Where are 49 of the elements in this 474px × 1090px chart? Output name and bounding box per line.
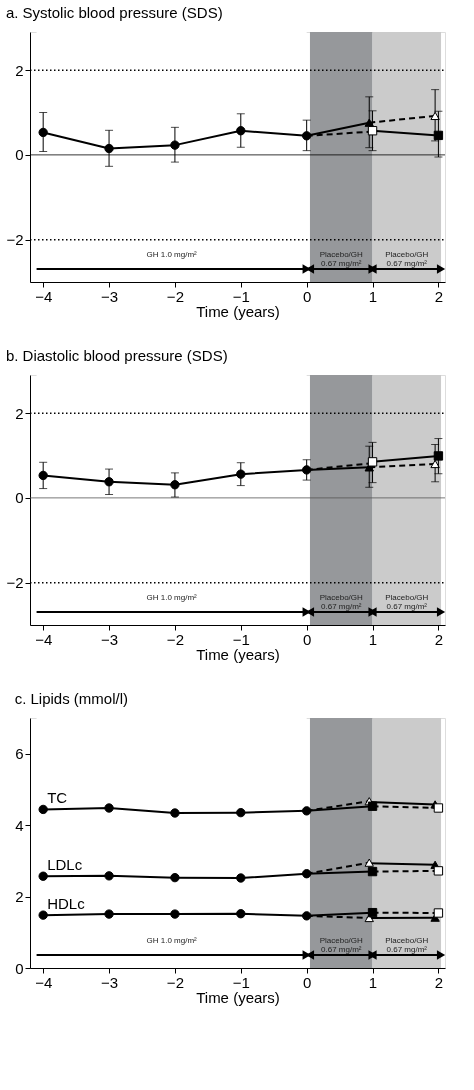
chart-title: a. Systolic blood pressure (SDS): [5, 4, 223, 22]
x-tick-label: 0: [302, 630, 312, 648]
x-tick-label: 1: [368, 287, 378, 305]
x-axis-title: Time (years): [196, 988, 280, 1006]
y-tick-label: 0: [15, 146, 24, 164]
x-tick-label: −2: [166, 287, 184, 305]
chart-title: b. Diastolic blood pressure (SDS): [5, 347, 228, 365]
y-tick-label: 0: [15, 959, 24, 977]
x-tick-label: −3: [100, 973, 119, 991]
x-tick-label: 2: [434, 287, 444, 305]
band-label: Placebo/GH 0.67 mg/m²: [385, 250, 429, 268]
band-label: GH 1.0 mg/m²: [146, 936, 198, 945]
x-tick-label: −2: [166, 630, 184, 648]
band-label: Placebo/GH 0.67 mg/m²: [319, 250, 364, 268]
band-label: GH 1.0 mg/m²: [146, 250, 198, 259]
chart-title: c. Lipids (mmol/l): [14, 690, 129, 708]
x-tick-label: −1: [232, 630, 250, 648]
x-tick-label: −1: [232, 287, 250, 305]
y-tick-label: 6: [15, 745, 24, 763]
x-tick-label: −4: [35, 287, 53, 305]
band-label: Placebo/GH 0.67 mg/m²: [319, 936, 364, 954]
band-label: Placebo/GH 0.67 mg/m²: [319, 593, 364, 611]
x-tick-label: −3: [100, 287, 119, 305]
y-tick-label: 4: [15, 816, 24, 834]
series-label: LDLc: [47, 856, 83, 874]
x-tick-label: 2: [434, 630, 444, 648]
x-tick-label: −4: [35, 630, 53, 648]
x-tick-label: 1: [368, 630, 378, 648]
band-label: Placebo/GH 0.67 mg/m²: [385, 593, 429, 611]
y-tick-label: 2: [15, 61, 24, 79]
x-tick-label: 0: [302, 973, 312, 991]
y-tick-label: −2: [6, 574, 24, 592]
band-label: GH 1.0 mg/m²: [146, 593, 198, 602]
x-tick-label: 1: [368, 973, 378, 991]
series-label: HDLc: [47, 895, 86, 913]
x-tick-label: −3: [100, 630, 119, 648]
x-tick-label: −1: [232, 973, 250, 991]
x-tick-label: 2: [434, 973, 444, 991]
x-tick-label: −4: [35, 973, 53, 991]
y-tick-label: 2: [15, 404, 24, 422]
x-axis-title: Time (years): [196, 645, 280, 663]
band-label: Placebo/GH 0.67 mg/m²: [385, 936, 429, 954]
series-label: TC: [47, 789, 68, 807]
x-tick-label: −2: [166, 973, 184, 991]
y-tick-label: 2: [15, 888, 24, 906]
x-axis-title: Time (years): [196, 302, 280, 320]
y-tick-label: −2: [6, 231, 24, 249]
y-tick-label: 0: [15, 489, 24, 507]
x-tick-label: 0: [302, 287, 312, 305]
